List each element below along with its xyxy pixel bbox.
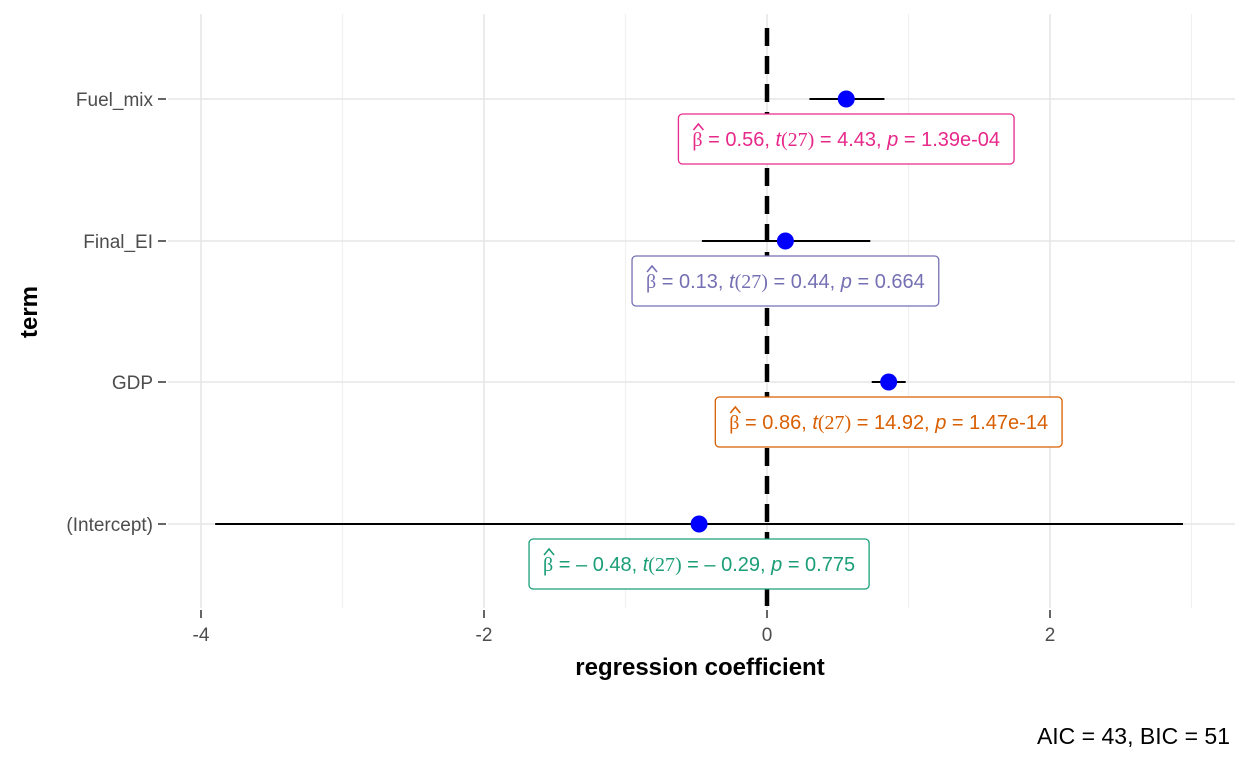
estimate-point	[776, 232, 794, 250]
t-value: = – 0.29,	[682, 554, 772, 576]
estimate-label-box	[677, 113, 1015, 165]
y-axis-title: term	[16, 286, 43, 338]
estimate-point	[690, 515, 708, 533]
t-symbol: t	[775, 129, 782, 151]
beta-value: = – 0.48,	[553, 554, 643, 576]
beta-symbol: β	[692, 129, 702, 151]
y-tick-label: Final_EI	[83, 232, 153, 253]
x-tick-label: 2	[1045, 625, 1056, 646]
p-value: = 1.39e-04	[898, 129, 1000, 151]
model-fit-caption: AIC = 43, BIC = 51	[1037, 723, 1230, 749]
x-axis: -4 -2 0 2	[193, 610, 1056, 646]
degrees-of-freedom: (27)	[735, 271, 768, 293]
p-value: = 0.664	[852, 271, 925, 293]
beta-hat	[646, 264, 658, 273]
beta-value: = 0.56,	[703, 129, 776, 151]
p-symbol: p	[934, 412, 946, 434]
degrees-of-freedom: (27)	[781, 129, 814, 151]
beta-value: = 0.86,	[739, 412, 812, 434]
estimate-label-text: β = 0.56, t(27) = 4.43, p = 1.39e-04	[692, 129, 1000, 151]
beta-symbol: β	[729, 412, 739, 434]
beta-symbol: β	[543, 554, 553, 576]
degrees-of-freedom: (27)	[818, 412, 851, 434]
p-symbol: p	[886, 129, 898, 151]
estimate-label-text: β = 0.86, t(27) = 14.92, p = 1.47e-14	[729, 412, 1048, 434]
estimate-point	[880, 373, 898, 391]
p-symbol: p	[840, 271, 852, 293]
beta-hat	[692, 122, 705, 131]
y-tick-label: (Intercept)	[66, 515, 153, 536]
t-value: = 0.44,	[768, 271, 841, 293]
estimate-label-box	[714, 396, 1063, 448]
beta-value: = 0.13,	[656, 271, 729, 293]
beta-hat	[729, 405, 741, 414]
p-value: = 0.775	[782, 554, 855, 576]
t-symbol: t	[812, 412, 819, 434]
t-value: = 14.92,	[851, 412, 935, 434]
y-tick-label: GDP	[112, 373, 153, 394]
estimate-label: β = 0.86, t(27) = 14.92, p = 1.47e-14	[714, 396, 1063, 448]
points	[690, 90, 898, 533]
t-symbol: t	[729, 271, 736, 293]
x-axis-title: regression coefficient	[575, 654, 824, 681]
x-tick-label: -2	[476, 625, 493, 646]
p-value: = 1.47e-14	[946, 412, 1048, 434]
t-value: = 4.43,	[814, 129, 887, 151]
x-tick-label: -4	[193, 625, 210, 646]
estimate-label: β = 0.56, t(27) = 4.43, p = 1.39e-04	[677, 113, 1015, 165]
estimate-label-box	[631, 255, 940, 307]
x-tick-label: 0	[762, 625, 773, 646]
y-tick-label: Fuel_mix	[76, 90, 154, 111]
estimate-label-text: β = – 0.48, t(27) = – 0.29, p = 0.775	[543, 554, 855, 576]
estimate-label: β = 0.13, t(27) = 0.44, p = 0.664	[631, 255, 940, 307]
estimate-point	[837, 90, 855, 108]
t-symbol: t	[643, 554, 650, 576]
beta-hat	[543, 547, 555, 556]
beta-symbol: β	[646, 271, 656, 293]
estimate-label-text: β = 0.13, t(27) = 0.44, p = 0.664	[646, 271, 925, 293]
estimate-label-box	[528, 538, 870, 590]
p-symbol: p	[770, 554, 782, 576]
estimate-label: β = – 0.48, t(27) = – 0.29, p = 0.775	[528, 538, 870, 590]
estimate-labels: β = 0.56, t(27) = 4.43, p = 1.39e-04β = …	[528, 113, 1063, 590]
y-axis: Fuel_mix Final_EI GDP (Intercept)	[66, 90, 166, 536]
degrees-of-freedom: (27)	[648, 554, 681, 576]
